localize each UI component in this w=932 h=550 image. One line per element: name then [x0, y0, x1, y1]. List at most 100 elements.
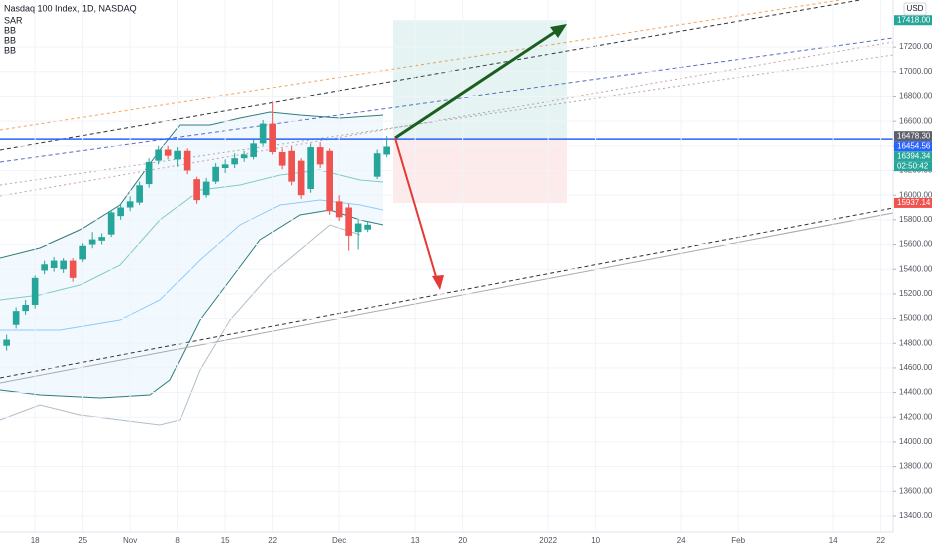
price-label-box	[894, 131, 932, 142]
candle-body	[278, 152, 286, 166]
candle-body	[364, 224, 371, 230]
candle-body	[221, 164, 229, 169]
y-tick-label: 16000.00	[899, 190, 932, 199]
trend-line	[0, 37, 894, 163]
x-tick-label: 2022	[539, 536, 557, 545]
candle-body	[259, 123, 267, 144]
candle-body	[297, 160, 305, 196]
drawings	[0, 0, 894, 426]
y-tick-label: 13800.00	[899, 462, 932, 471]
x-tick-label: 22	[268, 536, 277, 545]
chart-title: Nasdaq 100 Index, 1D, NASDAQ	[4, 3, 137, 13]
y-tick-label: 15800.00	[899, 215, 932, 224]
x-tick-label: 18	[31, 536, 40, 545]
bb-fill	[0, 112, 383, 398]
candle-body	[193, 179, 200, 201]
currency-box[interactable]	[903, 2, 927, 16]
y-tick-label: 15400.00	[899, 264, 932, 273]
candle-body	[174, 150, 181, 160]
y-tick-label: 14600.00	[899, 363, 932, 372]
candle-body	[88, 239, 96, 245]
countdown-box	[894, 161, 932, 172]
price-label: 16478.30	[897, 131, 931, 140]
candle-body	[335, 201, 343, 218]
arrow-head	[432, 275, 444, 290]
x-tick-label: Feb	[731, 536, 745, 545]
y-tick-label: 13600.00	[899, 486, 932, 495]
x-tick-label: 8	[175, 536, 180, 545]
candle-body	[212, 166, 219, 182]
candle-body	[50, 260, 58, 268]
bb-lower	[0, 209, 384, 399]
candle-body	[383, 146, 390, 155]
candle-body	[126, 201, 134, 208]
x-tick-label: 14	[829, 536, 838, 545]
candles	[3, 101, 390, 351]
candle-body	[316, 147, 324, 165]
price-label: 15937.14	[897, 198, 931, 207]
currency[interactable]: USD	[907, 4, 924, 13]
y-tick-label: 16800.00	[899, 92, 932, 101]
price-axis: 13400.00 13600.00 13800.00 14000.00 14200.00…	[31, 15, 932, 545]
loss-zone	[393, 139, 567, 203]
x-tick-label: 25	[78, 536, 87, 545]
trend-line	[0, 212, 894, 384]
y-tick-label: 17000.00	[899, 67, 932, 76]
candle-body	[41, 264, 48, 271]
candle-body	[288, 150, 295, 182]
arrow-head	[550, 24, 567, 38]
grid	[0, 0, 893, 532]
candle-body	[12, 311, 20, 325]
x-tick-label: Dec	[332, 536, 346, 545]
x-tick-label: Nov	[123, 536, 137, 545]
arrow-up	[394, 28, 559, 140]
legend-item: BB	[4, 45, 16, 55]
bb-mid	[0, 169, 384, 301]
candle-body	[60, 260, 67, 270]
y-tick-label: 14000.00	[899, 437, 932, 446]
price-label-box	[894, 151, 932, 162]
x-tick-label: 13	[411, 536, 420, 545]
y-tick-label: 17200.00	[899, 42, 932, 51]
y-tick-label: 15000.00	[899, 314, 932, 323]
price-label: 16454.56	[897, 141, 931, 150]
y-tick-label: 13400.00	[899, 511, 932, 520]
x-tick-label: 15	[221, 536, 230, 545]
candle-body	[155, 149, 162, 161]
legend-item: BB	[4, 35, 16, 45]
candle-body	[345, 207, 352, 236]
arrow-down	[394, 137, 438, 281]
candle-body	[354, 223, 362, 233]
position-zones	[0, 20, 893, 203]
candle-body	[231, 158, 238, 165]
legend-item: BB	[4, 25, 16, 35]
trend-line	[0, 0, 841, 131]
countdown: 02:50:42	[897, 161, 929, 170]
y-tick-label: 15600.00	[899, 240, 932, 249]
x-tick-label: 10	[591, 536, 600, 545]
bb-upper	[0, 111, 384, 259]
candle-body	[98, 237, 105, 241]
candle-body	[22, 304, 29, 312]
candle-body	[145, 161, 153, 185]
price-label: 16394.34	[897, 151, 931, 160]
candle-body	[117, 207, 124, 217]
candle-body	[3, 339, 10, 346]
y-tick-label: 14200.00	[899, 412, 932, 421]
candle-body	[202, 181, 210, 196]
y-tick-label: 16600.00	[899, 116, 932, 125]
candle-body	[326, 150, 333, 212]
candle-body	[79, 245, 86, 260]
price-label-box	[894, 15, 932, 26]
candle-body	[269, 123, 276, 152]
candle-body	[183, 150, 191, 171]
candle-body	[164, 149, 172, 156]
candle-body	[31, 277, 39, 305]
price-label-box	[894, 141, 932, 152]
y-tick-label: 14800.00	[899, 338, 932, 347]
bb-outer	[0, 224, 361, 426]
trend-line	[0, 0, 861, 151]
candle-body	[107, 212, 115, 235]
candle-body	[307, 147, 314, 190]
